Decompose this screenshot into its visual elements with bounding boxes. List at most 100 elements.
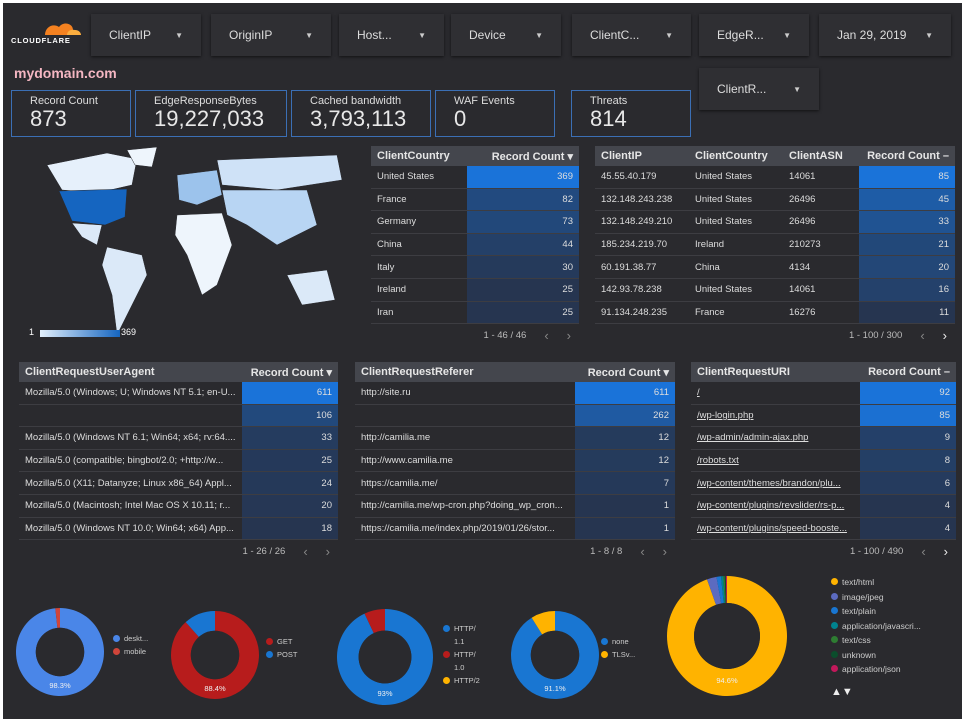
table-cell[interactable]: / xyxy=(697,387,700,399)
legend-item[interactable]: HTTP/2 xyxy=(443,674,483,687)
prev-page-icon[interactable]: ‹ xyxy=(920,327,925,343)
legend-item[interactable]: text/css xyxy=(831,633,941,648)
table-row[interactable]: United States 369 xyxy=(371,166,579,189)
table-row[interactable]: 45.55.40.179 United States 14061 85 xyxy=(595,166,955,189)
legend-item[interactable]: text/plain xyxy=(831,604,941,619)
next-page-icon[interactable]: › xyxy=(325,543,330,559)
donut-slice[interactable] xyxy=(337,609,433,705)
table-row[interactable]: 132.148.243.238 United States 26496 45 xyxy=(595,188,955,212)
table-cell[interactable]: /wp-content/plugins/speed-booste... xyxy=(697,522,847,534)
table-row[interactable]: 106 xyxy=(19,404,338,428)
column-header[interactable]: ClientCountry xyxy=(377,150,450,162)
table-row[interactable]: https://camilia.me/7 xyxy=(355,472,675,495)
next-page-icon[interactable]: › xyxy=(943,543,948,559)
donut-slice[interactable] xyxy=(364,609,385,634)
donut-slice[interactable] xyxy=(667,576,787,696)
filter-control-3[interactable]: Device ▼ xyxy=(451,14,561,56)
next-page-icon[interactable]: › xyxy=(566,327,571,343)
table-cell[interactable]: /wp-content/themes/brandon/plu... xyxy=(697,477,841,489)
filter-control-5[interactable]: EdgeR... ▼ xyxy=(699,14,809,56)
donut-slice[interactable] xyxy=(724,576,727,604)
table-row[interactable]: China 44 xyxy=(371,233,579,257)
legend-item[interactable]: deskt... xyxy=(113,632,153,645)
table-row[interactable]: France 82 xyxy=(371,188,579,212)
donut-slice[interactable] xyxy=(707,576,722,605)
table-row[interactable]: /wp-login.php 85 xyxy=(691,404,956,428)
legend-item[interactable]: none xyxy=(601,635,641,648)
donut-slice[interactable] xyxy=(531,611,555,635)
table-row[interactable]: /wp-content/plugins/revslider/rs-p... 4 xyxy=(691,494,956,518)
table-row[interactable]: Italy 30 xyxy=(371,256,579,279)
legend-item[interactable]: application/json xyxy=(831,662,941,677)
prev-page-icon[interactable]: ‹ xyxy=(640,543,645,559)
column-header[interactable]: ClientIP xyxy=(601,150,642,162)
legend-item[interactable]: unknown xyxy=(831,648,941,663)
legend-item[interactable]: HTTP/ 1.0 xyxy=(443,648,483,674)
column-header[interactable]: Record Count – xyxy=(867,150,949,162)
donut-slice[interactable] xyxy=(725,576,727,604)
table-row[interactable]: 142.93.78.238 United States 14061 16 xyxy=(595,278,955,302)
table-row[interactable]: /wp-content/themes/brandon/plu... 6 xyxy=(691,472,956,495)
table-row[interactable]: Mozilla/5.0 (Windows NT 6.1; Win64; x64;… xyxy=(19,427,338,450)
table-row[interactable]: http://camilia.me/wp-cron.php?doing_wp_c… xyxy=(355,494,675,518)
table-row[interactable]: 185.234.219.70 Ireland 210273 21 xyxy=(595,233,955,257)
table-row[interactable]: 262 xyxy=(355,404,675,428)
legend-item[interactable]: GET xyxy=(266,635,306,648)
table-row[interactable]: Iran 25 xyxy=(371,301,579,325)
legend-item[interactable]: mobile xyxy=(113,645,153,658)
table-row[interactable]: https://camilia.me/index.php/2019/01/26/… xyxy=(355,517,675,541)
table-row[interactable]: 91.134.248.235 France 16276 11 xyxy=(595,301,955,325)
table-row[interactable]: /wp-admin/admin-ajax.php 9 xyxy=(691,427,956,450)
donut-slice[interactable] xyxy=(716,576,724,604)
column-header[interactable]: ClientASN xyxy=(789,150,843,162)
donut-chart-4[interactable] xyxy=(665,574,789,698)
column-header[interactable]: ClientCountry xyxy=(695,150,768,162)
donut-slice[interactable] xyxy=(185,611,215,637)
table-row[interactable]: / 92 xyxy=(691,382,956,405)
filter-control-6[interactable]: Jan 29, 2019 ▼ xyxy=(819,14,951,56)
legend-item[interactable]: POST xyxy=(266,648,306,661)
table-row[interactable]: /wp-content/plugins/speed-booste... 4 xyxy=(691,517,956,541)
column-header[interactable]: Record Count ▾ xyxy=(250,366,332,379)
table-cell[interactable]: /robots.txt xyxy=(697,455,739,467)
column-header[interactable]: ClientRequestReferer xyxy=(361,366,474,378)
table-row[interactable]: Mozilla/5.0 (X11; Datanyze; Linux x86_64… xyxy=(19,472,338,495)
column-header[interactable]: ClientRequestURI xyxy=(697,366,790,378)
table-cell[interactable]: /wp-login.php xyxy=(697,409,754,421)
prev-page-icon[interactable]: ‹ xyxy=(303,543,308,559)
donut-slice[interactable] xyxy=(55,608,60,628)
table-row[interactable]: Mozilla/5.0 (Windows NT 10.0; Win64; x64… xyxy=(19,517,338,541)
table-row[interactable]: http://camilia.me 12 xyxy=(355,427,675,450)
table-row[interactable]: Mozilla/5.0 (compatible; bingbot/2.0; +h… xyxy=(19,449,338,473)
legend-item[interactable]: TLSv... xyxy=(601,648,641,661)
legend-item[interactable]: HTTP/ 1.1 xyxy=(443,622,483,648)
table-row[interactable]: Ireland 25 xyxy=(371,278,579,302)
column-header[interactable]: Record Count ▾ xyxy=(491,150,573,163)
filter-control-2[interactable]: Host... ▼ xyxy=(339,14,444,56)
table-cell[interactable]: /wp-content/plugins/revslider/rs-p... xyxy=(697,500,845,512)
table-cell[interactable]: /wp-admin/admin-ajax.php xyxy=(697,432,809,444)
filter-control-4[interactable]: ClientC... ▼ xyxy=(572,14,691,56)
prev-page-icon[interactable]: ‹ xyxy=(544,327,549,343)
legend-pager-arrows[interactable]: ▲▼ xyxy=(831,685,853,698)
column-header[interactable]: ClientRequestUserAgent xyxy=(25,366,155,378)
table-row[interactable]: http://www.camilia.me 12 xyxy=(355,449,675,473)
next-page-icon[interactable]: › xyxy=(662,543,667,559)
table-row[interactable]: 132.148.249.210 United States 26496 33 xyxy=(595,211,955,234)
table-row[interactable]: /robots.txt 8 xyxy=(691,449,956,473)
donut-slice[interactable] xyxy=(16,608,105,696)
table-row[interactable]: 60.191.38.77 China 4134 20 xyxy=(595,256,955,279)
next-page-icon[interactable]: › xyxy=(942,327,947,343)
legend-item[interactable]: text/html xyxy=(831,575,941,590)
donut-slice[interactable] xyxy=(171,611,259,699)
table-row[interactable]: Mozilla/5.0 (Windows; U; Windows NT 5.1;… xyxy=(19,382,338,405)
table-row[interactable]: Germany 73 xyxy=(371,211,579,234)
column-header[interactable]: Record Count ▾ xyxy=(587,366,669,379)
donut-slice[interactable] xyxy=(720,576,725,604)
world-map[interactable] xyxy=(17,145,352,345)
table-row[interactable]: http://site.ru 611 xyxy=(355,382,675,405)
table-row[interactable]: Mozilla/5.0 (Macintosh; Intel Mac OS X 1… xyxy=(19,494,338,518)
filter-control-7[interactable]: ClientR... ▼ xyxy=(699,68,819,110)
filter-control-0[interactable]: ClientIP ▼ xyxy=(91,14,201,56)
legend-item[interactable]: image/jpeg xyxy=(831,590,941,605)
